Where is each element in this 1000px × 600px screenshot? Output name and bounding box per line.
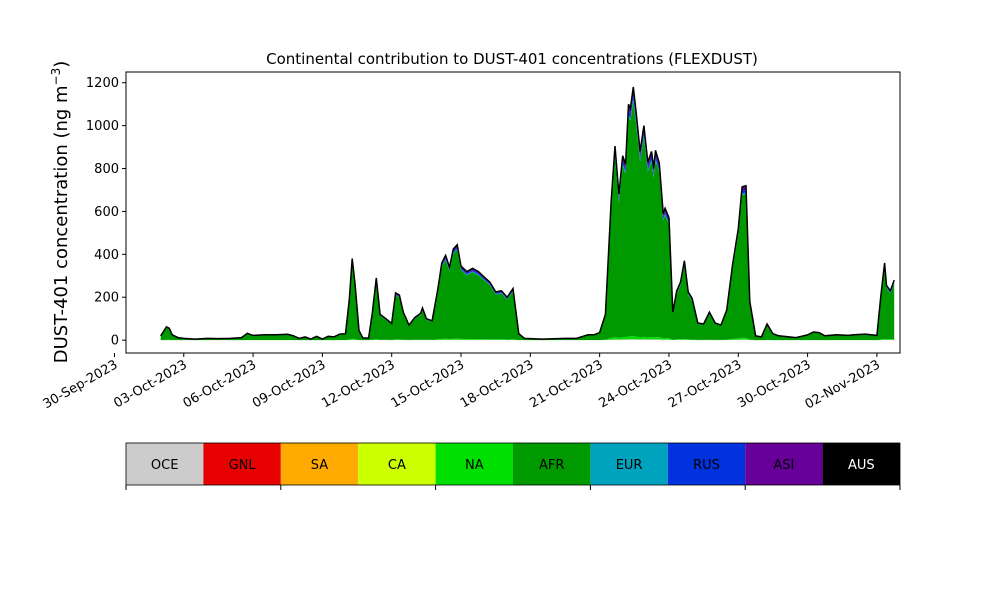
legend-label-ca: CA bbox=[388, 458, 406, 473]
stacked-areas bbox=[160, 87, 895, 341]
y-tick-label: 400 bbox=[94, 248, 119, 263]
legend-swatch-na bbox=[435, 443, 513, 485]
x-tick-label: 09-Oct-2023 bbox=[250, 357, 328, 411]
y-axis-label-main: DUST-401 concentration (ng m bbox=[51, 85, 72, 363]
legend-label-eur: EUR bbox=[616, 458, 643, 473]
x-tick-label: 21-Oct-2023 bbox=[527, 357, 605, 411]
area-asi bbox=[160, 88, 895, 340]
chart-title: Continental contribution to DUST-401 con… bbox=[266, 50, 758, 68]
legend-swatch-rus bbox=[667, 443, 746, 485]
area-aus bbox=[160, 87, 895, 340]
x-tick-label: 06-Oct-2023 bbox=[181, 357, 259, 411]
legend-swatch-asi bbox=[745, 443, 823, 485]
legend-label-oce: OCE bbox=[151, 458, 179, 473]
legend-swatch-aus bbox=[822, 443, 900, 485]
x-tick-label: 30-Oct-2023 bbox=[735, 357, 813, 411]
plot-frame bbox=[125, 71, 901, 354]
legend-label-afr: AFR bbox=[539, 458, 564, 473]
x-tick-label: 12-Oct-2023 bbox=[319, 357, 397, 411]
x-tick-label: 18-Oct-2023 bbox=[458, 357, 536, 411]
legend-swatch-afr bbox=[513, 443, 591, 485]
legend-label-sa: SA bbox=[311, 458, 328, 473]
area-afr bbox=[160, 100, 895, 341]
legend-swatch-eur bbox=[590, 443, 668, 485]
x-axis: 30-Sep-202303-Oct-202306-Oct-202309-Oct-… bbox=[41, 353, 883, 412]
y-axis-label-close: ) bbox=[51, 61, 72, 68]
x-tick-label: 03-Oct-2023 bbox=[111, 357, 189, 411]
legend-swatch-gnl bbox=[203, 443, 281, 485]
legend-frame bbox=[125, 442, 901, 486]
y-tick-label: 800 bbox=[94, 162, 119, 177]
legend-swatch-sa bbox=[280, 443, 359, 485]
area-eur bbox=[160, 98, 895, 340]
area-rus bbox=[160, 93, 895, 340]
legend-label-asi: ASI bbox=[773, 458, 794, 473]
legend-swatch-ca bbox=[358, 443, 436, 485]
y-tick-label: 200 bbox=[94, 291, 119, 306]
x-tick-label: 24-Oct-2023 bbox=[597, 357, 675, 411]
total-series-line bbox=[160, 86, 895, 340]
y-tick-label: 1000 bbox=[86, 119, 119, 134]
y-tick-label: 0 bbox=[111, 334, 119, 349]
legend-colorbar: OCE GNL SA CA NA AFR EUR RUS ASI AUS bbox=[125, 442, 901, 490]
x-tick-label: 30-Sep-2023 bbox=[41, 357, 121, 412]
legend-swatch-oce bbox=[126, 443, 204, 485]
legend-label-na: NA bbox=[465, 458, 484, 473]
x-tick-label: 27-Oct-2023 bbox=[666, 357, 744, 411]
legend-label-gnl: GNL bbox=[229, 458, 257, 473]
legend-label-rus: RUS bbox=[693, 458, 720, 473]
x-tick-label: 02-Nov-2023 bbox=[803, 357, 883, 412]
y-axis-label: DUST-401 concentration (ng m−3) bbox=[49, 61, 72, 364]
x-tick-label: 15-Oct-2023 bbox=[389, 357, 467, 411]
legend-label-aus: AUS bbox=[848, 458, 875, 473]
y-axis-label-sup: −3 bbox=[49, 68, 63, 86]
y-tick-label: 600 bbox=[94, 205, 119, 220]
plot-area bbox=[160, 86, 895, 341]
y-axis: 0 200 400 600 800 1000 1200 bbox=[86, 76, 126, 349]
y-tick-label: 1200 bbox=[86, 76, 119, 91]
